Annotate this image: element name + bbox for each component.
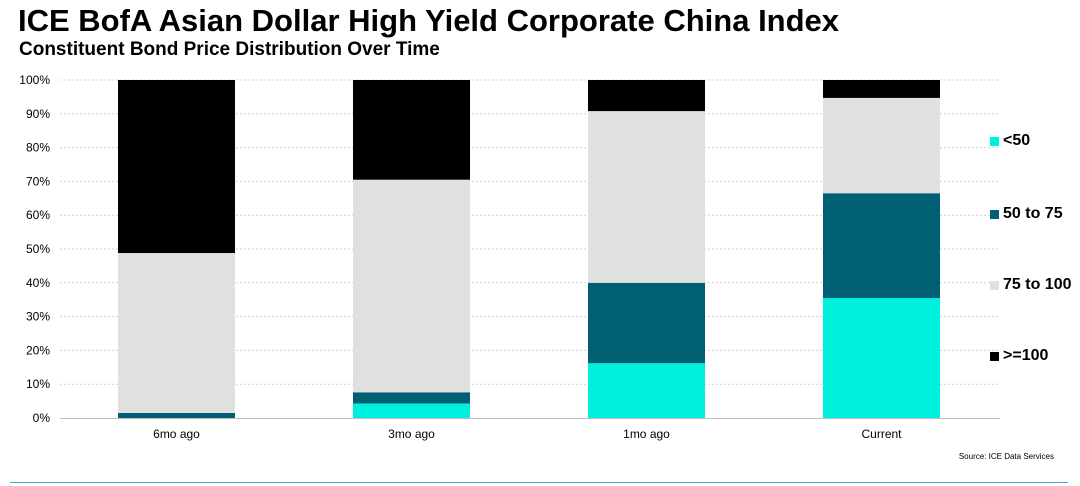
legend-swatch (990, 209, 999, 219)
x-tick-label: 3mo ago (388, 427, 435, 441)
legend-swatch (990, 280, 999, 290)
y-tick-label: 70% (26, 174, 50, 188)
x-axis-ticks: 6mo ago 3mo ago 1mo ago Current (153, 427, 902, 441)
bar-segment (588, 111, 705, 283)
legend-swatch (990, 351, 999, 361)
bar-segment (588, 282, 705, 364)
y-tick-label: 50% (26, 242, 50, 256)
bar-segment (118, 412, 235, 418)
y-tick-label: 90% (26, 107, 50, 121)
bar-segment (588, 363, 705, 418)
chart-title: ICE BofA Asian Dollar High Yield Corpora… (18, 3, 840, 38)
bar-segment (353, 179, 470, 393)
legend-item: 50 to 75 (990, 205, 1063, 223)
bar-segment (353, 392, 470, 404)
legend-label: <50 (1003, 132, 1031, 149)
legend-item: 75 to 100 (990, 276, 1071, 294)
y-tick-label: 60% (26, 208, 50, 222)
bar-segment (118, 253, 235, 413)
y-tick-label: 100% (19, 73, 50, 87)
y-tick-label: 10% (26, 377, 50, 391)
y-tick-label: 20% (26, 343, 50, 357)
y-axis-ticks: 0% 10% 20% 30% 40% 50% 60% 70% 80% 90% 100% (19, 73, 50, 425)
legend-swatch (990, 136, 999, 146)
bar-segment (353, 80, 470, 180)
bar-segment (588, 80, 705, 112)
bar-segment (823, 97, 940, 194)
y-tick-label: 30% (26, 310, 50, 324)
bar-segment (353, 403, 470, 418)
y-tick-label: 0% (33, 411, 51, 425)
legend-item: <50 (990, 132, 1030, 150)
bar-segment (823, 193, 940, 299)
chart-subtitle: Constituent Bond Price Distribution Over… (19, 39, 440, 60)
bar-segment (823, 298, 940, 418)
x-tick-label: 1mo ago (623, 427, 670, 441)
source-note: Source: ICE Data Services (958, 452, 1054, 461)
y-tick-label: 80% (26, 141, 50, 155)
legend-label: >=100 (1003, 347, 1049, 364)
bars (118, 80, 940, 418)
y-tick-label: 40% (26, 276, 50, 290)
bottom-rule (10, 482, 1068, 483)
x-tick-label: Current (861, 427, 902, 441)
legend-item: >=100 (990, 347, 1048, 365)
legend-label: 50 to 75 (1003, 205, 1063, 222)
bar-segment (118, 80, 235, 254)
bar-segment (823, 80, 940, 98)
legend-label: 75 to 100 (1003, 276, 1072, 293)
x-tick-label: 6mo ago (153, 427, 200, 441)
